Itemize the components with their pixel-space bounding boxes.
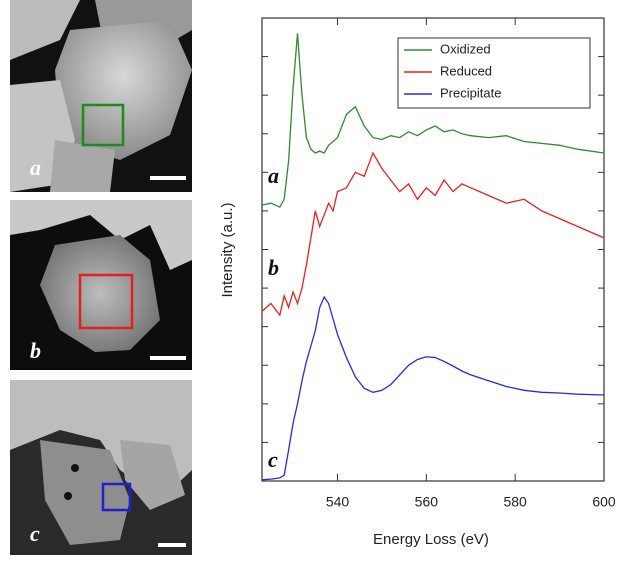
panel-label: c [30, 521, 40, 546]
x-tick-label: 580 [503, 494, 527, 510]
series-line [261, 151, 605, 317]
panel-a: a [10, 0, 192, 192]
panel-c: c [10, 380, 192, 555]
series-line [261, 295, 605, 481]
curve-label: a [268, 163, 279, 188]
x-axis-label: Energy Loss (eV) [373, 531, 489, 548]
panel-label: a [30, 155, 41, 180]
series-line [261, 33, 605, 208]
panel-b: b [10, 200, 192, 370]
panel-label: b [30, 338, 41, 363]
legend-label: Reduced [440, 63, 492, 78]
legend-label: Precipitate [440, 85, 501, 100]
x-tick-label: 540 [326, 494, 350, 510]
legend-label: Oxidized [440, 41, 491, 56]
x-tick-label: 560 [415, 494, 439, 510]
curve-label: b [268, 255, 279, 280]
chart: Energy Loss (eV) Intensity (a.u.) [219, 202, 489, 547]
y-axis-label: Intensity (a.u.) [219, 202, 236, 297]
x-tick-label: 600 [592, 494, 616, 510]
curve-label: c [268, 447, 278, 472]
